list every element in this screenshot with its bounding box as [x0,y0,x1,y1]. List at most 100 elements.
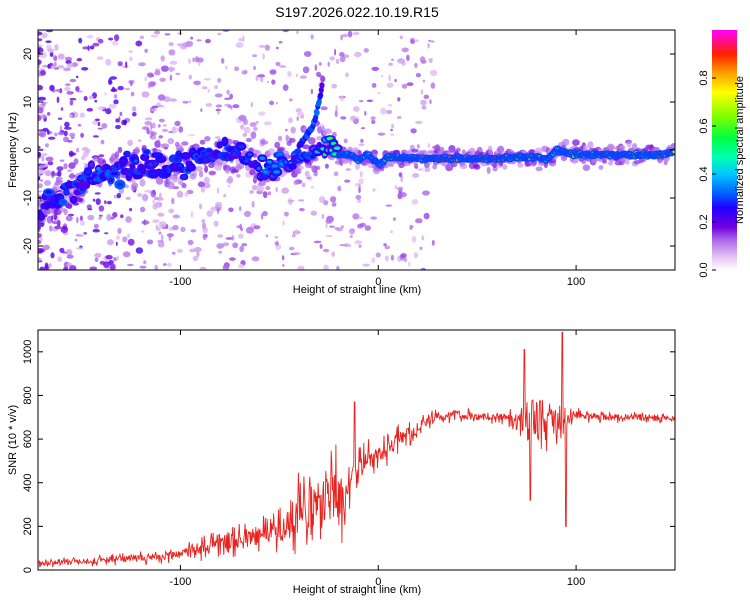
spectrogram-noise-blob [48,263,52,268]
spectrogram-halo-blob [626,141,632,148]
spectrogram-noise-blob [92,228,100,233]
spectrogram-noise-blob [394,78,397,83]
spectrogram-noise-blob [345,168,352,171]
spectrogram-halo-blob [167,181,175,190]
spectrogram-noise-blob [106,214,112,221]
spectrogram-noise-blob [48,225,53,232]
spectrogram-ridge-core [74,190,80,195]
spectrogram-noise-blob [390,133,395,136]
spectrogram-noise-blob [135,247,144,254]
spectrogram-noise-blob [66,91,74,95]
spectrogram-noise-blob [337,185,342,192]
spectrogram-ridge-core [96,167,101,171]
spectrogram-halo-blob [582,164,591,171]
spectrogram-noise-blob [321,214,324,219]
spectrogram-noise-blob [245,226,254,234]
spectrogram-noise-blob [176,248,183,253]
spectrogram-noise-blob [318,62,322,66]
spectrogram-noise-blob [98,205,105,212]
spectrogram-noise-blob [313,240,322,244]
spectrogram-noise-blob [287,200,295,202]
spectrogram-noise-blob [357,199,361,204]
spectrogram-noise-blob [288,98,293,102]
spectrogram-ridge-core [59,195,63,200]
spectrogram-halo-blob [265,185,271,191]
spectrogram-noise-blob [414,39,419,43]
spectrogram-noise-blob [151,135,157,140]
spectrogram-noise-blob [361,127,365,130]
spectrogram-noise-blob [239,245,245,252]
spectrogram-noise-blob [116,255,120,261]
spectrogram-noise-blob [140,206,146,213]
spectrogram-noise-blob [296,111,305,117]
spectrogram-noise-blob [38,107,44,114]
spectrogram-noise-blob [349,235,353,238]
spectrogram-ridge-core [153,161,158,166]
spectrogram-noise-blob [344,243,350,248]
spectrogram-halo-blob [389,162,395,167]
spectrogram-noise-blob [60,107,64,111]
spectrogram-noise-blob [113,94,118,99]
spectrogram-halo-blob [274,141,281,149]
spectrogram-noise-blob [205,38,211,44]
spectrogram-noise-blob [310,88,314,95]
spectrogram-noise-blob [100,139,105,145]
spectrogram-noise-blob [105,58,112,66]
spectrogram-noise-blob [69,265,77,270]
spectrogram-noise-blob [163,124,167,127]
spectrogram-noise-blob [358,187,361,194]
spectrogram-noise-blob [283,211,289,217]
spectrogram-noise-blob [384,245,391,250]
spectrogram-noise-blob [417,144,420,149]
spectrogram-halo-blob [204,165,209,173]
spectrogram-noise-blob [98,214,103,217]
spectrogram-noise-blob [152,199,155,204]
spectrogram-halo-blob [424,167,431,173]
spectrogram-noise-blob [214,136,221,139]
spectrogram-noise-blob [222,242,230,247]
spectrogram-ridge-core [108,178,114,182]
spectrogram-noise-blob [251,256,260,262]
spectrogram-noise-blob [127,238,135,246]
spectrogram-halo-blob [608,145,616,151]
spectrogram-noise-blob [144,76,148,82]
spectrogram-noise-blob [348,244,352,248]
spectrogram-noise-blob [47,112,51,116]
spectrogram-halo-blob [56,177,61,184]
spectrogram-noise-blob [45,143,49,148]
spectrogram-noise-blob [224,103,232,107]
spectrogram-noise-blob [152,219,160,224]
spectrogram-noise-blob [185,40,194,47]
spectrogram-noise-blob [151,105,159,109]
spectrogram-noise-blob [282,84,289,91]
spectrogram-noise-blob [143,219,146,226]
spectrogram-noise-blob [139,35,145,40]
spectrogram-noise-blob [124,87,131,91]
spectrogram-noise-blob [229,257,236,261]
spectrogram-halo-blob [68,162,76,170]
spectrogram-noise-blob [144,117,153,121]
spectrogram-noise-blob [249,190,255,194]
spectrogram-ridge-core [80,183,88,187]
spectrogram-noise-blob [161,143,170,149]
spectrogram-halo-blob [448,145,456,153]
spectrogram-noise-blob [113,257,117,262]
spectrogram-noise-blob [358,178,364,185]
spectrogram-noise-blob [206,210,213,217]
spectrogram-halo-blob [625,159,630,165]
spectrogram-noise-blob [92,42,100,47]
spectrogram-noise-blob [400,192,407,198]
spectrogram-noise-blob [205,103,213,107]
spectrogram-noise-blob [199,203,203,210]
spectrogram-noise-blob [210,207,217,211]
spectrogram-noise-blob [51,220,60,225]
spectrogram-noise-blob [226,89,230,95]
spectrogram-ridge-core [124,152,130,156]
spectrogram-noise-blob [69,114,73,118]
spectrogram-noise-blob [200,108,203,112]
spectrogram-noise-blob [358,100,364,103]
spectrogram-noise-blob [391,124,395,129]
spectrogram-noise-blob [253,225,261,230]
spectrogram-noise-blob [178,126,184,133]
spectrogram-noise-blob [115,241,118,246]
